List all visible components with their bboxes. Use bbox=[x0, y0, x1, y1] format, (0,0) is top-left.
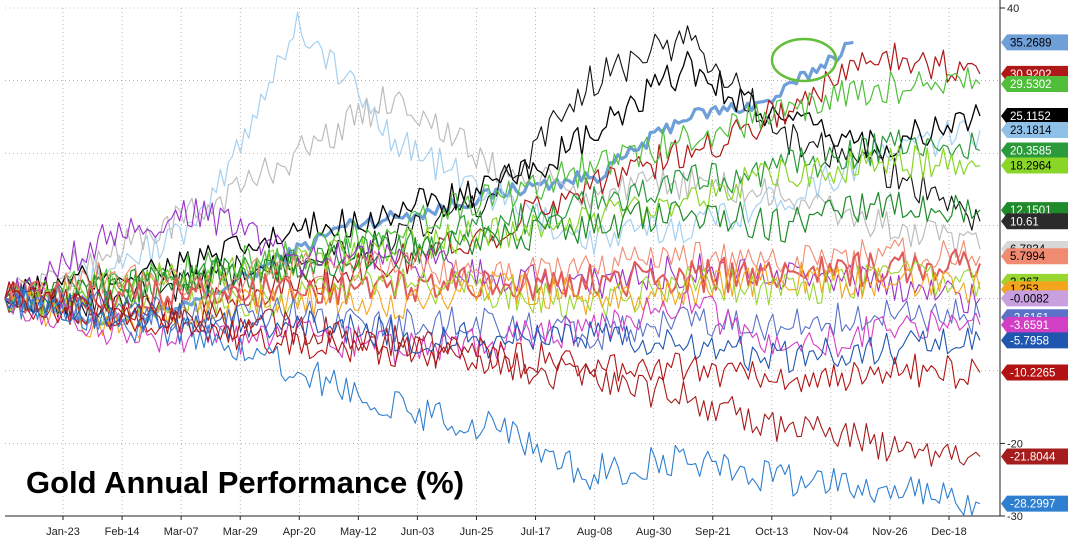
series-line bbox=[4, 67, 981, 309]
x-tick-label: Mar-29 bbox=[223, 526, 258, 538]
end-value-tag: -0.0082 bbox=[1001, 290, 1068, 307]
end-value-tag-text: -5.7958 bbox=[1010, 335, 1049, 347]
x-tick-label: Feb-14 bbox=[105, 526, 140, 538]
series-line bbox=[4, 281, 981, 393]
y-tick-label: -30 bbox=[1007, 511, 1023, 523]
x-axis: Jan-23 Feb-14 Mar-07 Mar-29 Apr-20 May-12 Jun-… bbox=[5, 515, 1000, 538]
end-value-tag: 29.5302 bbox=[1001, 75, 1068, 92]
series-line bbox=[4, 191, 981, 314]
series-line bbox=[3, 40, 854, 326]
end-value-tag-box bbox=[1001, 332, 1068, 349]
end-value-tag-text: -28.2997 bbox=[1010, 499, 1055, 511]
end-value-tag-box bbox=[1001, 290, 1068, 307]
y-axis: 40 -20 -30 bbox=[999, 0, 1023, 523]
x-tick-label: May-12 bbox=[340, 526, 377, 538]
x-tick-label: Mar-07 bbox=[164, 526, 199, 538]
end-value-tag-text: 20.3585 bbox=[1010, 146, 1052, 158]
x-tick-label: Dec-18 bbox=[931, 526, 966, 538]
end-value-tag-box bbox=[1001, 248, 1068, 265]
end-value-tag: -5.7958 bbox=[1001, 332, 1068, 349]
x-tick-label: Aug-08 bbox=[577, 526, 612, 538]
y-tick-label: -20 bbox=[1007, 438, 1023, 450]
end-value-tag-box bbox=[1001, 495, 1068, 512]
end-value-tag-box bbox=[1001, 108, 1068, 125]
chart-title: Gold Annual Performance (%) bbox=[26, 465, 464, 500]
end-value-tag-text: 5.7994 bbox=[1010, 251, 1046, 263]
x-tick-label: Sep-21 bbox=[695, 526, 730, 538]
series-line bbox=[4, 25, 981, 318]
end-value-tag-box bbox=[1001, 75, 1068, 92]
end-value-tag: 20.3585 bbox=[1001, 142, 1068, 159]
end-value-tag-box bbox=[1001, 213, 1068, 230]
x-tick-label: Aug-30 bbox=[636, 526, 671, 538]
end-value-tag-text: 25.1152 bbox=[1010, 111, 1051, 123]
end-value-tag-text: 23.1814 bbox=[1010, 125, 1052, 137]
series-line bbox=[4, 285, 981, 351]
series-line bbox=[4, 285, 981, 516]
end-value-tag-box bbox=[1001, 122, 1068, 139]
end-value-tag-box bbox=[1001, 142, 1068, 159]
series-line bbox=[4, 290, 981, 366]
end-value-tag-box bbox=[1001, 34, 1068, 51]
latest-point-highlight-circle bbox=[770, 37, 838, 83]
end-value-tag-box bbox=[1001, 157, 1068, 174]
end-value-tag: 18.2964 bbox=[1001, 157, 1068, 174]
end-value-labels: 35.268930.920229.530225.115223.181420.35… bbox=[1001, 34, 1068, 512]
x-tick-label: Nov-26 bbox=[872, 526, 907, 538]
series-line bbox=[4, 50, 981, 305]
series-line bbox=[4, 260, 981, 325]
end-value-tag: -21.8044 bbox=[1001, 448, 1068, 465]
end-value-tag-text: -21.8044 bbox=[1010, 452, 1056, 464]
series-line bbox=[4, 248, 981, 314]
end-value-tag-text: -3.6591 bbox=[1010, 320, 1049, 332]
end-value-tag-box bbox=[1001, 364, 1068, 381]
end-value-tag: 5.7994 bbox=[1001, 248, 1068, 265]
series-line bbox=[4, 11, 981, 313]
x-tick-label: Jun-25 bbox=[460, 526, 494, 538]
end-value-tag: -10.2265 bbox=[1001, 364, 1068, 381]
series-line bbox=[4, 144, 981, 310]
end-value-tag-box bbox=[1001, 448, 1068, 465]
x-tick-label: Oct-13 bbox=[755, 526, 788, 538]
end-value-tag: 35.2689 bbox=[1001, 34, 1068, 51]
x-tick-label: Jan-23 bbox=[46, 526, 80, 538]
x-tick-label: Nov-04 bbox=[813, 526, 848, 538]
end-value-tag: -3.6591 bbox=[1001, 316, 1068, 333]
series-layer bbox=[3, 11, 981, 516]
end-value-tag-text: -10.2265 bbox=[1010, 368, 1055, 380]
end-value-tag-box bbox=[1001, 316, 1068, 333]
end-value-tag-text: -0.0082 bbox=[1010, 293, 1049, 305]
end-value-tag-text: 10.61 bbox=[1010, 216, 1039, 228]
end-value-tag: 23.1814 bbox=[1001, 122, 1068, 139]
x-tick-label: Jun-03 bbox=[401, 526, 435, 538]
grid bbox=[5, 7, 1000, 517]
end-value-tag-text: 35.2689 bbox=[1010, 37, 1052, 49]
series-line bbox=[4, 281, 981, 467]
end-value-tag-text: 29.5302 bbox=[1010, 79, 1052, 91]
end-value-tag: 25.1152 bbox=[1001, 108, 1068, 125]
end-value-tag: 10.61 bbox=[1001, 213, 1068, 230]
end-value-tag-text: 18.2964 bbox=[1010, 161, 1052, 173]
x-tick-label: Jul-17 bbox=[521, 526, 551, 538]
x-tick-label: Apr-20 bbox=[283, 526, 316, 538]
y-tick-label: 40 bbox=[1007, 3, 1019, 15]
end-value-tag: -28.2997 bbox=[1001, 495, 1068, 512]
series-line bbox=[4, 237, 981, 308]
series-line bbox=[4, 85, 981, 313]
